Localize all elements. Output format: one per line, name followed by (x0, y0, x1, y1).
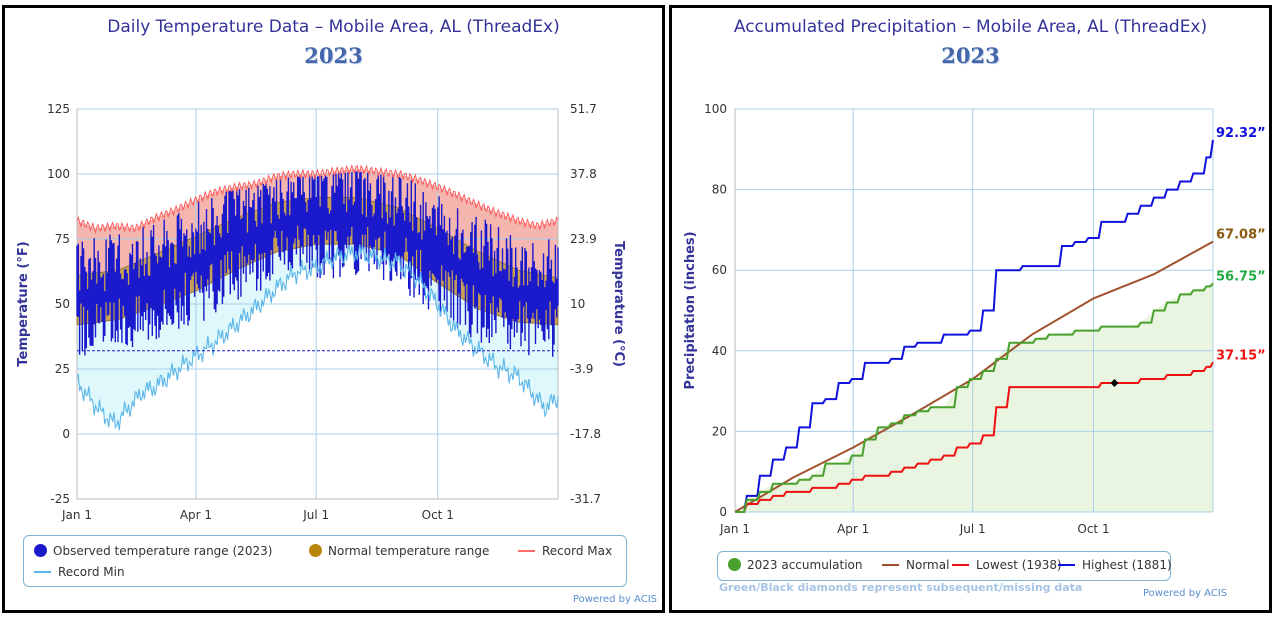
legend-record-min-label: Record Min (58, 565, 125, 579)
x-tick-label: Jul 1 (959, 522, 986, 536)
legend-record-max-label: Record Max (542, 544, 613, 558)
y2-axis-title: Temperature (°C) (611, 241, 626, 367)
legend-lowest-label: Lowest (1938) (976, 558, 1062, 572)
series-end-label: 56.75” (1216, 269, 1266, 284)
y2-tick-label: -17.8 (570, 427, 601, 441)
series-end-label: 92.32” (1216, 126, 1266, 141)
temperature-chart-year: 2023 (304, 43, 363, 68)
temperature-legend: Observed temperature range (2023) Normal… (23, 535, 627, 587)
legend-record-max-swatch (518, 550, 535, 552)
legend-2023-accumulation-swatch (728, 558, 741, 571)
y-axis-title: Temperature (°F) (16, 241, 31, 366)
accumulation-area-fill (735, 283, 1213, 512)
precipitation-chart-title: Accumulated Precipitation – Mobile Area,… (733, 17, 1208, 37)
y-axis-title: Precipitation (inches) (683, 231, 698, 389)
y2-tick-label: 23.9 (570, 232, 597, 246)
precipitation-legend: 2023 accumulation Normal Lowest (1938) H… (717, 551, 1172, 581)
y2-tick-label: -31.7 (570, 492, 601, 506)
legend-normal[interactable]: Normal temperature range (309, 544, 489, 558)
legend-2023-accumulation[interactable]: 2023 accumulation (728, 558, 862, 572)
y-tick-label: 100 (47, 167, 70, 181)
legend-lowest-swatch (952, 564, 969, 566)
temperature-chart: -25 0 25 50 75 100 125 -31.7 -17.8 -3.9 10 23.9 37.8… (16, 102, 626, 522)
precipitation-chart-panel: Accumulated Precipitation – Mobile Area,… (669, 5, 1272, 613)
record-min-line (76, 244, 559, 431)
x-tick-label: Apr 1 (837, 522, 869, 536)
temperature-chart-panel: Daily Temperature Data – Mobile Area, AL… (2, 5, 665, 613)
legend-observed[interactable]: Observed temperature range (2023) (34, 544, 272, 558)
x-tick-label: Apr 1 (180, 508, 212, 522)
y-tick-label: 50 (55, 297, 70, 311)
y-tick-label: -25 (50, 492, 70, 506)
y2-tick-label: 51.7 (570, 102, 597, 116)
x-tick-label: Jan 1 (61, 508, 92, 522)
legend-highest-label: Highest (1881) (1082, 558, 1172, 572)
accumulation-2023-line (735, 282, 1214, 513)
series-end-label: 37.15” (1216, 348, 1266, 363)
legend-normal-precip-swatch (882, 564, 899, 566)
highest-1881-line (735, 139, 1214, 513)
y-tick-label: 100 (704, 102, 727, 116)
legend-normal-label: Normal temperature range (328, 544, 490, 558)
temperature-chart-title: Daily Temperature Data – Mobile Area, AL… (107, 17, 560, 37)
legend-2023-accumulation-label: 2023 accumulation (747, 558, 863, 572)
y-tick-label: 20 (712, 424, 727, 438)
legend-normal-precip-label: Normal (906, 558, 950, 572)
precipitation-chart-year: 2023 (941, 43, 1000, 68)
legend-record-max[interactable]: Record Max (518, 544, 612, 558)
missing-data-diamond (1110, 379, 1119, 388)
y-tick-label: 75 (55, 232, 70, 246)
y-tick-label: 0 (719, 505, 727, 519)
legend-observed-swatch (34, 544, 47, 557)
x-tick-label: Oct 1 (1077, 522, 1109, 536)
y2-tick-label: -3.9 (570, 362, 593, 376)
x-tick-label: Oct 1 (422, 508, 454, 522)
legend-normal-swatch (309, 544, 322, 557)
y2-tick-label: 37.8 (570, 167, 597, 181)
y-tick-label: 60 (712, 263, 727, 277)
legend-record-min[interactable]: Record Min (34, 565, 125, 579)
precipitation-note: Green/Black diamonds represent subsequen… (719, 581, 1083, 594)
y-tick-label: 25 (55, 362, 70, 376)
record-max-line (76, 163, 559, 235)
legend-observed-label: Observed temperature range (2023) (53, 544, 273, 558)
y-tick-label: 0 (62, 427, 70, 441)
series-end-label: 67.08” (1216, 228, 1266, 243)
legend-highest[interactable]: Highest (1881) (1058, 558, 1172, 572)
observed-temperature-bars (76, 171, 559, 357)
y-tick-label: 125 (47, 102, 70, 116)
legend-record-min-swatch (34, 571, 51, 573)
legend-lowest[interactable]: Lowest (1938) (952, 558, 1062, 572)
x-tick-label: Jan 1 (719, 522, 750, 536)
lowest-1938-line (735, 361, 1214, 513)
legend-highest-swatch (1058, 564, 1075, 566)
precipitation-chart: 92.32” 67.08” 56.75” 37.15” 0 20 40 60 80 100 Jan … (683, 102, 1266, 536)
y-tick-label: 40 (712, 344, 727, 358)
y2-tick-label: 10 (570, 297, 585, 311)
left-credit[interactable]: Powered by ACIS (572, 594, 657, 605)
legend-normal-precip[interactable]: Normal (882, 558, 949, 572)
x-tick-label: Jul 1 (302, 508, 329, 522)
right-credit[interactable]: Powered by ACIS (1143, 588, 1228, 599)
y-tick-label: 80 (712, 183, 727, 197)
